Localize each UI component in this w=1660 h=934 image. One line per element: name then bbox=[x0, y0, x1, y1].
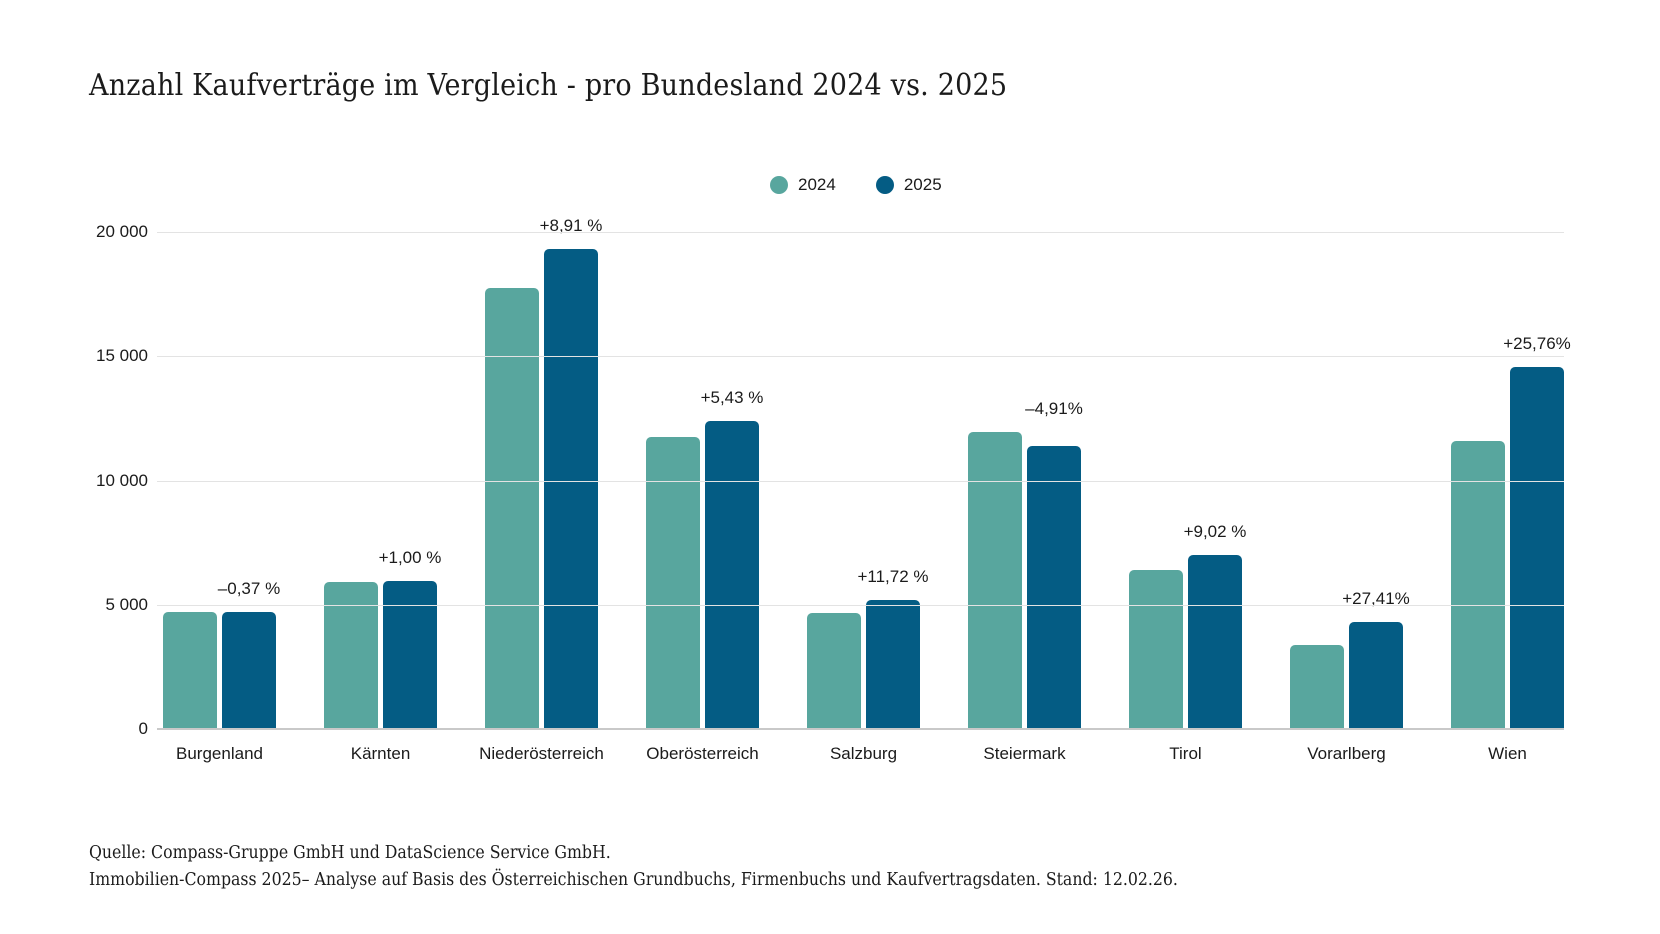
x-axis-label: Steiermark bbox=[983, 744, 1066, 763]
chart-title: Anzahl Kaufverträge im Vergleich - pro B… bbox=[89, 68, 1008, 103]
bar-2024 bbox=[324, 582, 378, 729]
bar-2025 bbox=[222, 612, 276, 729]
legend: 2024 2025 bbox=[770, 175, 942, 195]
source-line-2: Immobilien-Compass 2025– Analyse auf Bas… bbox=[89, 870, 1178, 890]
delta-label: +9,02 % bbox=[1183, 522, 1247, 542]
bar-2025 bbox=[544, 248, 598, 729]
bar-2025 bbox=[1027, 446, 1081, 729]
bar-2025 bbox=[705, 420, 759, 729]
x-axis-line bbox=[157, 728, 1564, 730]
bar-2024 bbox=[807, 613, 861, 729]
bar-2024 bbox=[1451, 440, 1505, 729]
x-axis-label: Burgenland bbox=[176, 744, 263, 763]
y-axis-label: 15 000 bbox=[96, 346, 148, 366]
bar-group: –0,37 % Burgenland bbox=[163, 232, 280, 763]
bar-2025 bbox=[1349, 622, 1403, 729]
bar-group: +25,76% Wien bbox=[1451, 232, 1571, 763]
delta-label: +11,72 % bbox=[857, 566, 929, 586]
bar-2024 bbox=[485, 287, 539, 729]
x-axis-label: Kärnten bbox=[350, 744, 411, 763]
bar-2024 bbox=[968, 431, 1022, 729]
gridline bbox=[157, 356, 1564, 358]
delta-label: –0,37 % bbox=[217, 578, 281, 598]
bar-2025 bbox=[1188, 555, 1242, 729]
bar-2025 bbox=[383, 580, 437, 729]
y-axis-label: 0 bbox=[138, 719, 148, 738]
x-axis-label: Wien bbox=[1488, 744, 1527, 763]
legend-item-2025: 2025 bbox=[875, 175, 942, 195]
y-axis-label: 20 000 bbox=[96, 222, 148, 241]
legend-label-2024: 2024 bbox=[798, 175, 836, 194]
bar-2025 bbox=[1510, 366, 1564, 729]
legend-label-2025: 2025 bbox=[903, 175, 942, 194]
gridline bbox=[157, 232, 1564, 233]
x-axis-label: Niederösterreich bbox=[479, 744, 604, 763]
gridline bbox=[157, 604, 1564, 606]
plot-area: –0,37 % Burgenland +1,00 % Kärnten +8,91 % Ni… bbox=[157, 216, 1571, 763]
source-line-1: Quelle: Compass-Gruppe GmbH und DataScie… bbox=[89, 843, 611, 863]
y-axis: 20 000 15 000 10 000 5 000 0 bbox=[0, 222, 148, 738]
delta-label: +5,43 % bbox=[700, 387, 764, 407]
gridline bbox=[157, 480, 1564, 482]
legend-dot-2024-icon bbox=[770, 176, 788, 194]
x-axis-label: Salzburg bbox=[829, 744, 898, 763]
bar-2024 bbox=[1290, 645, 1344, 729]
delta-label: +1,00 % bbox=[378, 547, 442, 567]
bar-group: +27,41% Vorarlberg bbox=[1290, 232, 1410, 763]
bar-2024 bbox=[1129, 569, 1183, 729]
bar-2025 bbox=[866, 599, 920, 729]
bar-2024 bbox=[646, 436, 700, 729]
y-axis-label: 10 000 bbox=[96, 470, 148, 490]
y-axis-label: 5 000 bbox=[105, 594, 148, 614]
delta-label: +8,91 % bbox=[539, 215, 603, 235]
bar-group: +9,02 % Tirol bbox=[1129, 232, 1246, 763]
bar-group: +8,91 % Niederösterreich bbox=[479, 216, 604, 763]
x-axis-label: Tirol bbox=[1169, 744, 1202, 763]
x-axis-label: Oberösterreich bbox=[646, 744, 759, 763]
bar-group: +5,43 % Oberösterreich bbox=[646, 232, 763, 763]
delta-label: +25,76% bbox=[1503, 333, 1571, 353]
legend-item-2024: 2024 bbox=[770, 175, 836, 195]
x-axis-label: Vorarlberg bbox=[1307, 744, 1386, 763]
bar-group: +11,72 % Salzburg bbox=[807, 232, 929, 763]
source-footer: Quelle: Compass-Gruppe GmbH und DataScie… bbox=[89, 840, 1178, 894]
delta-label: –4,91% bbox=[1025, 398, 1083, 418]
delta-label: +27,41% bbox=[1342, 589, 1410, 608]
bar-2024 bbox=[163, 611, 217, 729]
legend-dot-2025-icon bbox=[875, 176, 894, 194]
